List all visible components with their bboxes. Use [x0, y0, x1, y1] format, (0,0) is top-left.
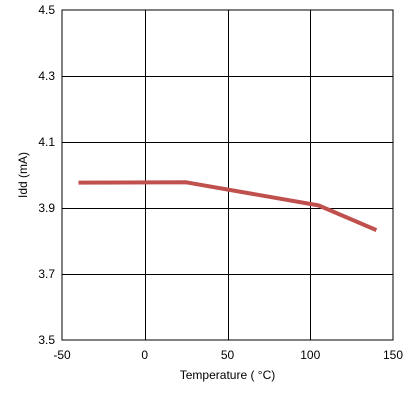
y-tick-label: 4.5 — [38, 3, 55, 17]
y-tick-label: 3.5 — [38, 333, 55, 347]
series-line-0 — [78, 180, 378, 232]
x-tick-label: -50 — [53, 348, 71, 362]
x-tick-label: 150 — [383, 348, 403, 362]
grid-lines — [62, 10, 393, 340]
y-tick-label: 4.3 — [38, 69, 55, 83]
y-tick-label: 3.7 — [38, 267, 55, 281]
x-tick-label: 50 — [221, 348, 235, 362]
x-axis-title: Temperature ( °C) — [180, 368, 276, 382]
y-tick-label: 4.1 — [38, 135, 55, 149]
plot-area-border — [61, 9, 394, 341]
y-axis-title: Idd (mA) — [16, 152, 30, 198]
y-tick-label: 3.9 — [38, 201, 55, 215]
x-tick-label: 0 — [141, 348, 148, 362]
series-layer — [78, 180, 378, 232]
x-tick-label: 100 — [300, 348, 320, 362]
x-tick-labels: -50 0 50 100 150 — [53, 348, 403, 362]
y-tick-labels: 3.5 3.7 3.9 4.1 4.3 4.5 — [38, 3, 55, 347]
